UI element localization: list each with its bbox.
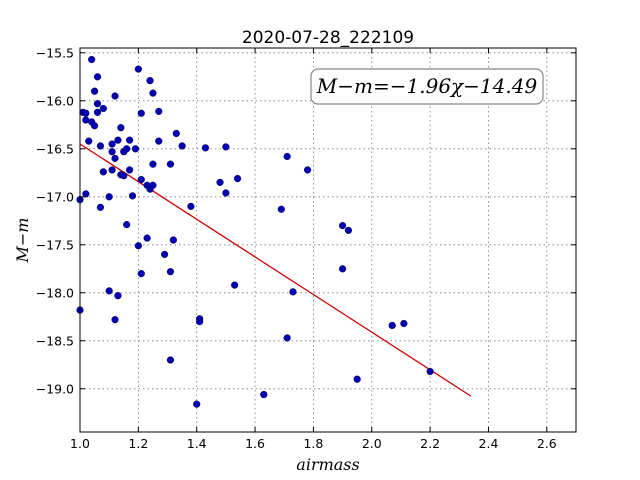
data-point [233,174,242,183]
data-point [166,356,175,364]
data-point [108,148,116,156]
chart-title: 2020-07-28_222109 [242,28,414,48]
x-tick-label: 1.0 [70,436,90,451]
data-point [105,287,113,295]
data-point [88,55,96,64]
data-point [114,136,122,144]
data-point [193,400,201,408]
x-axis-label: airmass [296,455,359,474]
data-point [166,268,175,276]
data-point [131,145,140,153]
data-point [353,375,361,383]
data-point [222,189,230,197]
data-points [76,55,434,408]
y-tick-label: −15.5 [36,45,74,60]
data-point [123,145,131,153]
data-point [283,152,291,161]
x-tick-label: 2.2 [420,436,440,451]
x-axis-ticks: 1.0 1.2 1.4 1.6 1.8 2.0 2.2 2.4 2.6 [70,48,557,451]
data-point [169,236,177,244]
data-point [149,181,157,189]
y-tick-label: −17.0 [36,189,74,204]
y-axis-label: M−m [13,218,32,264]
x-tick-label: 2.0 [362,436,382,451]
data-point [105,193,113,201]
x-tick-label: 1.4 [187,436,207,451]
data-point [201,144,210,152]
data-point [90,122,99,130]
data-point [146,77,154,85]
data-point [120,172,128,180]
data-point [93,108,102,116]
data-point [161,250,169,259]
data-point [82,109,90,117]
data-point [137,175,145,184]
data-point [111,154,119,163]
data-point [108,140,116,148]
data-point [172,129,180,138]
y-tick-label: −19.0 [36,381,74,396]
equation-box [310,68,544,105]
data-point [277,205,285,213]
data-point [289,288,297,296]
y-tick-label: −18.5 [36,333,74,348]
y-tick-label: −16.5 [36,141,74,156]
data-point [134,242,142,250]
y-tick-label: −16.0 [36,93,74,108]
y-axis-ticks: −15.5 −16.0 −16.5 −17.0 −17.5 −18.0 −18.5 −19.0 [36,45,576,396]
data-point [260,390,268,399]
data-point [96,203,105,211]
y-tick-label: −18.0 [36,285,74,300]
data-point [344,226,353,235]
data-point [134,65,142,73]
data-point [99,104,107,113]
data-point [388,321,396,330]
x-tick-label: 1.8 [303,436,323,451]
data-point [155,107,163,115]
y-tick-label: −17.5 [36,237,74,252]
data-point [117,124,125,132]
data-point [111,316,119,324]
fit-equation: M−m=−1.96χ−14.49 [316,74,538,98]
data-point [137,109,145,117]
data-point [137,270,145,278]
data-point [96,142,105,150]
data-point [338,265,347,273]
data-point [149,160,157,168]
data-point [108,166,116,174]
data-point [90,87,99,95]
data-point [216,178,224,187]
data-point [123,221,131,229]
data-point [155,137,163,145]
data-point [187,202,195,211]
x-tick-label: 2.6 [537,436,557,451]
data-point [99,168,107,176]
data-point [178,142,186,150]
data-point [128,192,137,200]
data-point [196,318,204,326]
data-point [111,92,119,100]
data-point [283,334,291,342]
x-tick-label: 1.6 [245,436,265,451]
data-point [143,234,151,242]
data-point [222,143,230,151]
x-tick-label: 1.2 [128,436,148,451]
data-point [85,137,93,145]
plot-frame [79,47,577,433]
data-point [231,281,239,289]
data-point [166,160,175,168]
data-point [82,190,90,198]
data-point [126,136,134,144]
data-point [400,319,408,328]
data-point [338,222,347,230]
data-point [114,292,122,300]
data-point [126,166,134,174]
x-tick-label: 2.4 [479,436,499,451]
data-point [93,100,102,108]
data-point [93,73,102,81]
data-point [303,166,312,174]
data-point [426,367,434,376]
data-point [149,89,157,97]
